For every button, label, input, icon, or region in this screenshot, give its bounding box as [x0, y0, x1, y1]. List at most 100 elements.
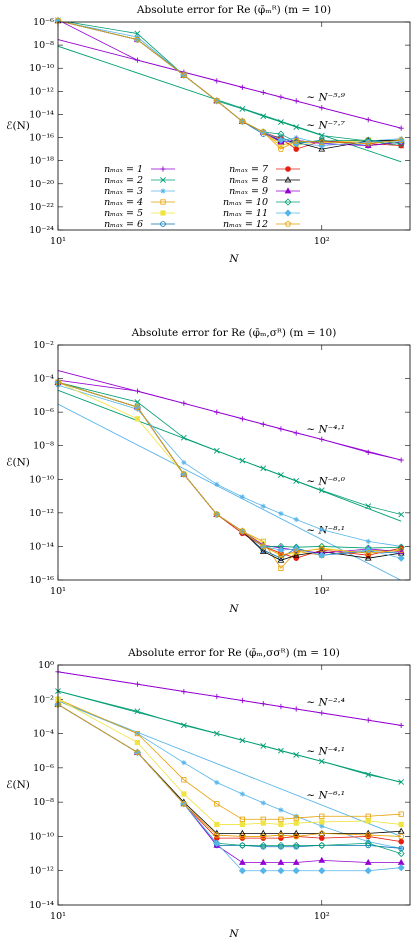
marker: [365, 717, 371, 723]
series-line: [58, 379, 402, 461]
marker: [278, 119, 284, 125]
series-line: [61, 22, 402, 150]
marker: [293, 820, 299, 826]
marker: [259, 867, 267, 875]
marker: [365, 140, 372, 147]
marker: [239, 416, 245, 422]
marker: [398, 511, 405, 518]
marker: [398, 546, 405, 553]
series-line: [58, 704, 402, 863]
marker: [260, 820, 266, 826]
marker: [181, 459, 187, 466]
series-line: [61, 22, 402, 147]
y-tick-label: 10⁻²: [33, 694, 54, 705]
marker: [160, 166, 166, 172]
marker: [260, 800, 266, 806]
marker: [180, 434, 187, 441]
fit-label: ∼ N⁻⁶·¹: [306, 790, 345, 802]
series-line: [58, 381, 402, 559]
marker: [259, 841, 267, 849]
plot-frame: [57, 344, 411, 581]
x-axis-label: N: [228, 603, 239, 615]
marker: [284, 176, 292, 183]
marker: [398, 136, 405, 143]
marker: [160, 199, 166, 205]
marker: [293, 751, 300, 758]
marker: [180, 800, 187, 807]
legend-label: nₘₐₓ = 5: [104, 208, 143, 219]
marker: [213, 730, 220, 737]
fit-label: ∼ N⁻⁴·¹: [306, 745, 345, 757]
marker: [278, 94, 284, 100]
marker: [277, 831, 285, 838]
marker: [134, 403, 141, 410]
marker: [160, 210, 166, 216]
marker: [398, 779, 405, 785]
marker: [293, 706, 299, 712]
marker: [239, 791, 245, 797]
marker: [278, 426, 284, 432]
x-tick-label: 10²: [314, 236, 330, 247]
marker: [134, 708, 141, 715]
series-line: [58, 704, 402, 854]
marker: [259, 547, 267, 554]
y-tick-label: 10⁻¹⁶: [29, 133, 54, 144]
y-axis-label: ℰ(N): [6, 120, 30, 132]
series-line: [65, 22, 402, 147]
marker: [238, 858, 246, 865]
marker: [260, 743, 267, 749]
marker: [318, 132, 325, 139]
marker: [214, 821, 220, 828]
marker: [319, 819, 325, 825]
legend-label: nₘₐₓ = 8: [229, 175, 268, 186]
marker: [318, 487, 325, 494]
marker: [364, 867, 372, 875]
marker: [398, 811, 404, 817]
marker: [397, 554, 405, 562]
marker: [239, 527, 246, 534]
marker: [365, 549, 372, 556]
marker: [239, 84, 245, 90]
legend-label: nₘₐₓ = 4: [104, 197, 143, 208]
series-line: [61, 22, 402, 144]
marker: [318, 867, 326, 875]
marker: [293, 833, 300, 840]
series-line: [58, 384, 402, 547]
series-line: [61, 22, 402, 147]
marker: [398, 838, 404, 845]
marker: [293, 843, 300, 850]
y-tick-label: 10⁻⁸: [33, 441, 54, 452]
marker: [318, 830, 325, 837]
series-line: [61, 22, 402, 147]
series-line: [58, 671, 402, 726]
legend-label: nₘₐₓ = 3: [104, 186, 143, 197]
marker: [364, 858, 372, 865]
y-tick-label: 10⁻⁶: [33, 407, 54, 418]
marker: [239, 457, 246, 464]
marker: [180, 470, 187, 477]
marker: [284, 198, 292, 206]
marker: [213, 511, 220, 518]
y-tick-label: 10⁻²²: [29, 202, 54, 213]
marker: [397, 864, 405, 872]
x-tick-label: 10¹: [50, 236, 66, 247]
marker: [134, 57, 141, 63]
marker: [238, 867, 246, 875]
y-tick-label: 10⁻⁶: [33, 763, 54, 774]
series-line: [60, 22, 402, 145]
marker: [319, 813, 325, 819]
marker: [398, 833, 405, 840]
plot-frame: [57, 21, 411, 231]
marker: [284, 187, 292, 194]
marker: [134, 416, 141, 422]
legend-label: nₘₐₓ = 11: [223, 208, 268, 219]
x-axis-label: N: [228, 253, 239, 265]
series-line: [58, 381, 402, 561]
plot-frame: [57, 664, 411, 906]
y-tick-label: 10⁻¹⁰: [29, 831, 54, 842]
marker: [293, 548, 300, 555]
marker: [398, 722, 404, 728]
marker: [364, 554, 372, 561]
y-tick-label: 10⁻¹²: [29, 866, 54, 877]
marker: [259, 858, 267, 865]
